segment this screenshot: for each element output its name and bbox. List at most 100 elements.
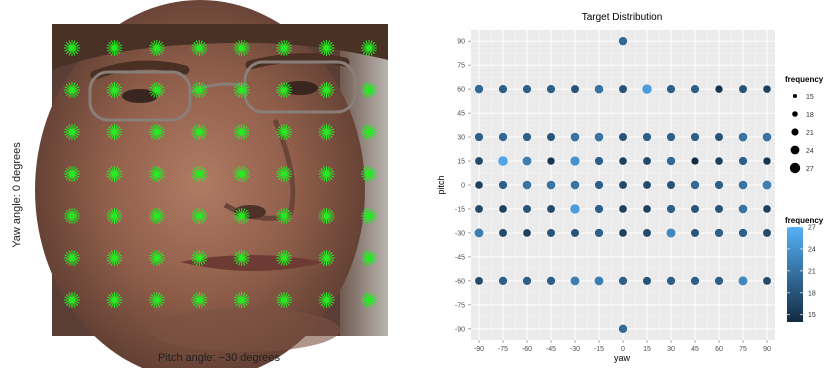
data-point [691,228,699,237]
x-tick-label: 90 [763,346,771,353]
grid-marker [276,250,293,266]
data-points [474,36,772,334]
data-point [619,157,627,165]
grid-marker [276,166,293,182]
size-legend-key [792,111,798,117]
data-point [690,85,700,94]
grid-marker [106,292,123,308]
data-point [763,85,771,93]
data-point [619,181,627,189]
data-point [715,204,723,213]
data-point [499,229,507,237]
data-point [690,180,700,190]
data-point [739,85,747,94]
grid-marker [64,82,80,98]
data-point [738,228,748,238]
data-point [618,36,628,46]
grid-marker [106,208,123,224]
y-axis-ticks: 90 75 60 45 30 15 0 -15 -30 -45 -60 -75 -90 [455,39,471,333]
y-tick-label: 90 [457,39,465,46]
data-point [474,84,484,94]
x-tick-label: 15 [643,346,651,353]
size-legend-key [793,94,797,98]
grid-marker [64,166,80,182]
data-point [666,132,676,142]
size-legend-key [789,162,801,174]
grid-marker [233,166,250,182]
grid-marker [148,124,165,140]
size-legend-label: 21 [806,130,814,137]
y-tick-label: 60 [457,87,465,94]
color-bar-ticks: 27 24 21 18 15 [787,225,816,319]
grid-marker [233,82,250,98]
data-point [570,276,580,286]
data-point [522,85,532,94]
size-legend-label: 18 [806,112,814,119]
data-point [571,228,579,237]
data-point [666,156,676,166]
data-point [715,85,723,93]
size-legend-title: frequency [785,75,824,84]
grid-marker [361,82,377,98]
data-point [763,205,771,213]
grid-marker [191,208,208,224]
grid-marker [233,208,250,224]
data-point [475,205,483,213]
grid-marker [191,292,208,308]
data-point [619,229,627,237]
data-point [546,180,556,190]
data-point [643,181,651,189]
grid-marker [318,124,335,140]
grid-marker [148,208,165,224]
color-bar-label: 24 [808,246,816,253]
x-tick-label: -30 [570,346,580,353]
data-point [570,132,580,142]
data-point [763,229,771,237]
y-tick-label: -45 [455,254,465,261]
data-point [570,180,580,190]
data-point [594,132,604,142]
data-point [667,181,675,189]
grid-marker [64,40,80,56]
y-tick-label: -60 [455,278,465,285]
data-point [738,156,748,166]
color-bar-label: 15 [808,312,816,319]
grid-marker [64,250,80,266]
data-point [594,180,604,190]
data-point [619,85,627,94]
grid-marker [148,292,165,308]
marker-grid [64,40,377,308]
grid-marker [191,82,208,98]
data-point [546,85,556,94]
size-legend-label: 24 [806,148,814,155]
grid-marker [233,40,250,56]
data-point [619,205,627,213]
data-point [522,156,532,166]
data-point [618,324,628,334]
data-point [570,204,580,214]
color-legend-title: frequency [785,216,824,225]
grid-marker [318,40,335,56]
data-point [666,228,676,238]
grid-marker [64,124,80,140]
data-point [715,133,723,142]
y-tick-label: 0 [461,183,465,190]
y-tick-label: 30 [457,135,465,142]
data-point [691,204,699,213]
data-point [547,157,555,165]
grid-marker [318,208,335,224]
grid-marker [276,292,293,308]
x-tick-label: 0 [621,346,625,353]
y-tick-label: 45 [457,111,465,118]
y-tick-label: -15 [455,206,465,213]
grid-marker [148,250,165,266]
size-legend-key [791,128,799,136]
data-point [643,157,651,165]
x-tick-label: 60 [715,346,723,353]
grid-marker [233,250,250,266]
size-legend-key [790,145,800,155]
data-point [547,133,555,142]
data-point [618,276,628,285]
size-legend: 15 18 21 24 27 [789,94,814,174]
data-point [642,84,652,94]
